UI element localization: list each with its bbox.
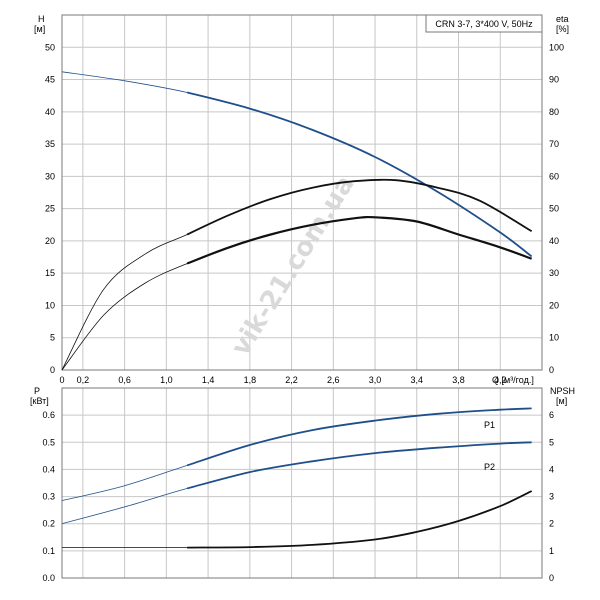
upper-y-tick-label: 40 xyxy=(45,107,55,117)
series-label-p2: P2 xyxy=(484,462,495,472)
x-tick-label: 3,0 xyxy=(369,375,382,385)
upper-y-right-tick-label: 40 xyxy=(549,236,559,246)
lower-y-tick-label: 0.5 xyxy=(42,437,55,447)
upper-series-0-line xyxy=(186,91,533,258)
upper-y-tick-label: 30 xyxy=(45,171,55,181)
lower-chart-frame xyxy=(61,387,543,579)
lower-y-tick-label: 0.0 xyxy=(42,573,55,583)
lower-y-right-tick-label: 0 xyxy=(549,573,554,583)
lower-y-right-tick-label: 4 xyxy=(549,464,554,474)
lower-y-tick-label: 0.6 xyxy=(42,410,55,420)
upper-y-tick-label: 45 xyxy=(45,75,55,85)
x-tick-label: 0,6 xyxy=(118,375,131,385)
lower-y-tick-label: 0.3 xyxy=(42,492,55,502)
lower-right-axis-label-1: NPSH xyxy=(550,386,575,396)
upper-y-right-tick-label: 80 xyxy=(549,107,559,117)
lower-series-1-line xyxy=(186,441,532,490)
lower-series-0-thin xyxy=(61,408,532,501)
lower-y-tick-label: 0.2 xyxy=(42,519,55,529)
upper-series-1-line xyxy=(186,178,533,236)
upper-y-right-tick-label: 20 xyxy=(549,300,559,310)
chart-title: CRN 3-7, 3*400 V, 50Hz xyxy=(435,19,533,29)
upper-y-tick-label: 10 xyxy=(45,300,55,310)
upper-y-right-tick-label: 30 xyxy=(549,268,559,278)
x-tick-label: 2,6 xyxy=(327,375,340,385)
lower-y-right-tick-label: 1 xyxy=(549,546,554,556)
x-tick-label: 1,4 xyxy=(202,375,215,385)
lower-y-tick-label: 0.1 xyxy=(42,546,55,556)
upper-y-tick-label: 50 xyxy=(45,42,55,52)
lower-y-right-tick-label: 6 xyxy=(549,410,554,420)
x-axis-label: Q [м³/год.] xyxy=(492,375,534,385)
upper-right-axis-label-2: [%] xyxy=(556,24,569,34)
lower-right-axis-label-2: [м] xyxy=(556,396,567,406)
lower-series-2-line xyxy=(187,490,532,549)
upper-y-right-tick-label: 90 xyxy=(549,75,559,85)
lower-y-right-tick-label: 3 xyxy=(549,492,554,502)
lower-chart-ticks: 0.0 0.1 0.2 0.3 0.4 0.5 0.6 0 1 2 3 4 5 6 xyxy=(42,410,554,583)
x-tick-label: 2,2 xyxy=(285,375,298,385)
upper-y-tick-label: 25 xyxy=(45,204,55,214)
x-tick-label: 0,2 xyxy=(77,375,90,385)
upper-left-axis-label-1: H xyxy=(38,14,45,24)
upper-y-tick-label: 15 xyxy=(45,268,55,278)
lower-left-axis-label-1: P xyxy=(34,386,40,396)
upper-chart-frame xyxy=(61,14,543,371)
upper-chart-grid xyxy=(62,15,542,370)
upper-y-right-tick-label: 10 xyxy=(549,333,559,343)
upper-y-right-tick-label: 60 xyxy=(549,171,559,181)
x-tick-label: 4,2 xyxy=(494,375,507,385)
lower-series-0-line xyxy=(186,407,532,467)
upper-y-tick-label: 35 xyxy=(45,139,55,149)
upper-series-2-line xyxy=(186,215,532,265)
upper-left-axis-label-2: [м] xyxy=(34,24,45,34)
x-tick-label: 0 xyxy=(59,375,64,385)
upper-chart-ticks: 0 5 10 15 20 25 30 35 40 45 50 0 10 20 30 40 50 60 70 80 90 1… xyxy=(45,42,564,385)
upper-y-tick-label: 20 xyxy=(45,236,55,246)
upper-y-right-tick-label: 70 xyxy=(549,139,559,149)
upper-y-right-tick-label: 100 xyxy=(549,42,564,52)
title-box xyxy=(425,14,543,33)
upper-y-right-tick-label: 50 xyxy=(549,204,559,214)
lower-y-tick-label: 0.4 xyxy=(42,464,55,474)
upper-chart-series xyxy=(61,71,533,371)
lower-chart-series xyxy=(61,407,532,549)
x-tick-label: 3,8 xyxy=(452,375,465,385)
watermark: vik-21.com.ua xyxy=(226,170,361,361)
upper-y-right-tick-label: 0 xyxy=(549,365,554,375)
upper-y-tick-label: 0 xyxy=(50,365,55,375)
lower-left-axis-label-2: [кВт] xyxy=(30,396,49,406)
x-tick-label: 1,8 xyxy=(244,375,257,385)
lower-y-right-tick-label: 2 xyxy=(549,519,554,529)
upper-right-axis-label-1: eta xyxy=(556,14,569,24)
x-tick-label: 1,0 xyxy=(160,375,173,385)
lower-y-right-tick-label: 5 xyxy=(549,437,554,447)
series-label-p1: P1 xyxy=(484,420,495,430)
x-tick-label: 3,4 xyxy=(411,375,424,385)
upper-y-tick-label: 5 xyxy=(50,333,55,343)
